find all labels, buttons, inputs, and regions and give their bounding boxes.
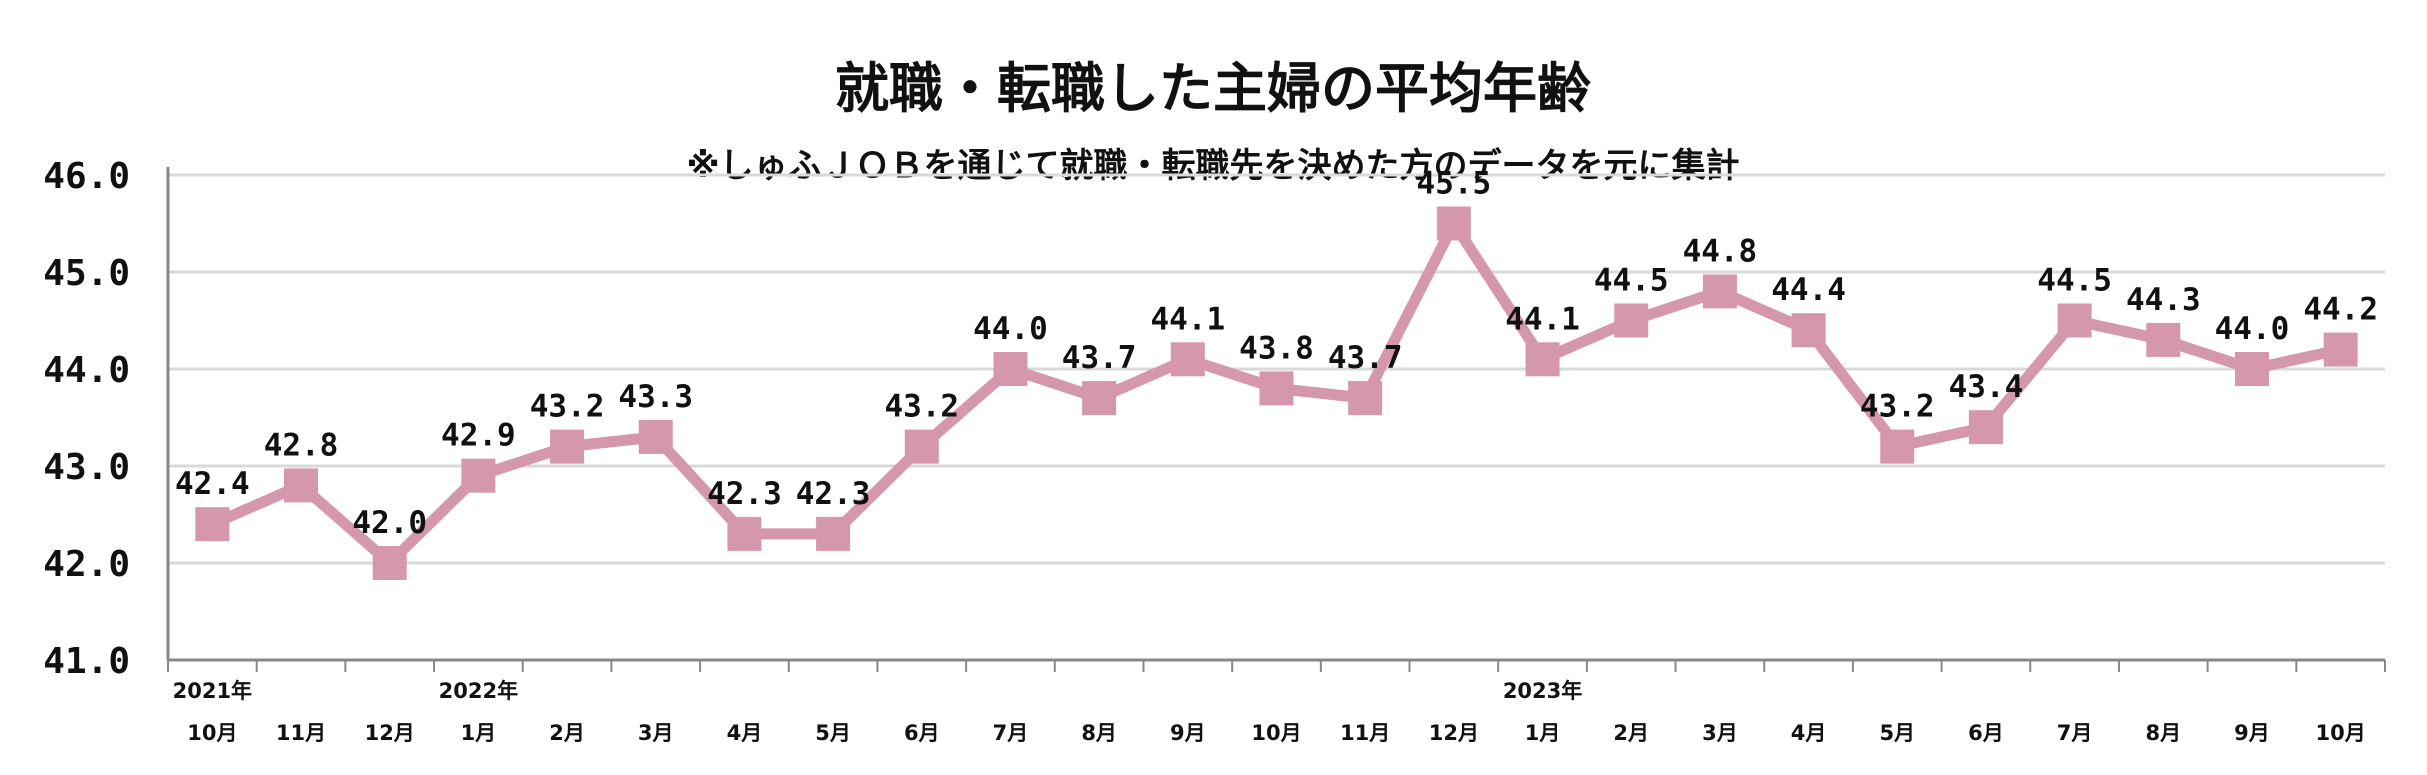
data-point-marker bbox=[372, 546, 407, 580]
y-axis-ticks: 41.0 42.0 43.0 44.0 45.0 46.0 bbox=[43, 156, 130, 682]
data-point-marker bbox=[1082, 381, 1117, 416]
x-tick-label: 6月 bbox=[1968, 721, 2004, 745]
x-year-label: 2023年 bbox=[1503, 679, 1582, 703]
y-tick-label: 45.0 bbox=[43, 253, 130, 294]
data-point-marker bbox=[195, 507, 230, 542]
y-tick-label: 42.0 bbox=[43, 544, 130, 585]
y-tick-label: 41.0 bbox=[43, 641, 130, 682]
x-tick-label: 4月 bbox=[1791, 721, 1827, 745]
x-tick-label: 11月 bbox=[1340, 721, 1390, 745]
x-tick-label: 5月 bbox=[815, 721, 851, 745]
x-tick-label: 3月 bbox=[1702, 721, 1738, 745]
data-label: 42.3 bbox=[796, 476, 871, 512]
data-label: 43.7 bbox=[1328, 340, 1403, 376]
x-tick-label: 3月 bbox=[638, 721, 674, 745]
data-label: 44.1 bbox=[1505, 301, 1580, 337]
data-point-marker bbox=[1348, 381, 1383, 416]
data-point-marker bbox=[1259, 371, 1294, 406]
data-point-marker bbox=[904, 429, 939, 464]
x-tick-label: 10月 bbox=[2316, 721, 2366, 745]
x-tick-label: 2月 bbox=[1613, 721, 1649, 745]
x-tick-label: 9月 bbox=[1170, 721, 1206, 745]
data-label: 44.0 bbox=[2215, 311, 2290, 347]
gridlines bbox=[168, 173, 2385, 565]
x-tick-label: 11月 bbox=[276, 721, 326, 745]
axes bbox=[166, 167, 2386, 672]
x-tick-label: 8月 bbox=[2145, 721, 2181, 745]
data-point-marker bbox=[993, 352, 1028, 386]
data-point-marker bbox=[1525, 342, 1560, 377]
data-label: 43.7 bbox=[1062, 340, 1137, 376]
chart-subtitle: ※しゅふＪＯＢを通じて就職・転職先を決めた方のデータを元に集計 bbox=[686, 146, 1739, 186]
y-tick-label: 43.0 bbox=[43, 447, 130, 488]
data-label: 43.3 bbox=[618, 379, 693, 415]
data-point-marker bbox=[727, 516, 762, 551]
data-label: 44.5 bbox=[2037, 263, 2112, 299]
y-tick-label: 44.0 bbox=[43, 350, 130, 391]
data-point-marker bbox=[1170, 342, 1205, 377]
data-label: 42.9 bbox=[441, 418, 516, 454]
data-label: 42.0 bbox=[352, 505, 427, 541]
data-point-marker bbox=[2057, 303, 2092, 338]
series-average-age bbox=[195, 206, 2358, 580]
x-tick-label: 1月 bbox=[1525, 721, 1561, 745]
data-point-marker bbox=[1791, 313, 1826, 348]
data-point-marker bbox=[461, 458, 496, 493]
data-label: 44.5 bbox=[1594, 263, 1669, 299]
data-labels: 42.4 42.8 42.0 42.9 43.2 43.3 42.3 42.3 43.2 44.0… bbox=[175, 166, 2378, 542]
data-label: 44.8 bbox=[1683, 233, 1758, 269]
x-tick-label: 10月 bbox=[187, 721, 237, 745]
x-tick-label: 5月 bbox=[1879, 721, 1915, 745]
data-label: 44.1 bbox=[1150, 301, 1225, 337]
x-tick-label: 9月 bbox=[2234, 721, 2270, 745]
data-label: 45.5 bbox=[1417, 166, 1492, 202]
data-label: 42.8 bbox=[264, 427, 339, 463]
y-tick-label: 46.0 bbox=[43, 156, 130, 197]
data-label: 44.3 bbox=[2126, 282, 2201, 318]
data-label: 42.3 bbox=[707, 476, 782, 512]
x-tick-label: 6月 bbox=[904, 721, 940, 745]
data-point-marker bbox=[816, 516, 851, 551]
data-point-marker bbox=[284, 468, 319, 503]
x-year-label: 2021年 bbox=[173, 679, 252, 703]
x-tick-label: 2月 bbox=[549, 721, 585, 745]
data-label: 43.2 bbox=[530, 389, 605, 425]
data-label: 43.2 bbox=[884, 389, 959, 425]
data-point-marker bbox=[2234, 352, 2269, 386]
chart-title: 就職・転職した主婦の平均年齢 bbox=[835, 57, 1591, 120]
data-label: 44.4 bbox=[1771, 272, 1846, 308]
data-label: 42.4 bbox=[175, 466, 250, 502]
data-label: 44.0 bbox=[973, 311, 1048, 347]
data-point-marker bbox=[2323, 332, 2358, 367]
x-tick-label: 7月 bbox=[993, 721, 1029, 745]
x-axis-ticks: 10月 11月 12月 1月 2月 3月 4月 5月 6月 7月 8月 9月 10月 11月 12月 1月 2月… bbox=[173, 679, 2366, 745]
data-label: 43.2 bbox=[1860, 389, 1935, 425]
data-point-marker bbox=[2146, 322, 2181, 357]
data-point-marker bbox=[1968, 410, 2003, 445]
x-tick-label: 10月 bbox=[1251, 721, 1301, 745]
x-year-label: 2022年 bbox=[439, 679, 518, 703]
x-tick-label: 7月 bbox=[2057, 721, 2093, 745]
x-tick-label: 12月 bbox=[365, 721, 415, 745]
data-point-marker bbox=[1614, 303, 1649, 338]
x-tick-label: 8月 bbox=[1081, 721, 1117, 745]
data-point-marker bbox=[550, 429, 585, 464]
x-tick-label: 1月 bbox=[461, 721, 497, 745]
data-point-marker bbox=[1702, 274, 1737, 309]
data-point-marker bbox=[1880, 429, 1915, 464]
data-point-marker bbox=[1436, 206, 1471, 241]
data-label: 43.8 bbox=[1239, 330, 1314, 366]
x-tick-label: 12月 bbox=[1429, 721, 1479, 745]
data-label: 43.4 bbox=[1949, 369, 2024, 405]
data-label: 44.2 bbox=[2303, 292, 2378, 328]
data-point-marker bbox=[638, 419, 673, 454]
x-tick-label: 4月 bbox=[727, 721, 763, 745]
